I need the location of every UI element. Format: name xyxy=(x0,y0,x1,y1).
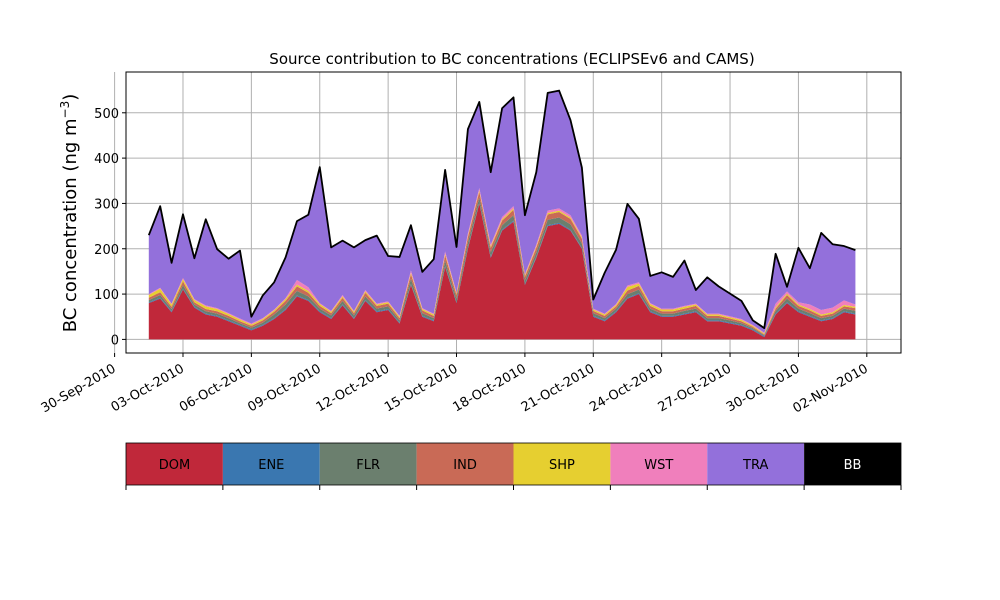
legend-label-shp: SHP xyxy=(549,458,575,473)
y-tick-label: 100 xyxy=(94,288,119,303)
total-concentration-line xyxy=(147,89,856,329)
legend-label-ind: IND xyxy=(453,458,477,473)
x-tick-label: 18-Oct-2010 xyxy=(451,361,529,415)
legend-swatch-ene xyxy=(222,443,320,485)
chart-title: Source contribution to BC concentrations… xyxy=(269,50,754,68)
y-axis-ticks: 0 100 200 300 400 500 xyxy=(94,107,126,348)
x-tick-label: 30-Sep-2010 xyxy=(39,361,119,416)
area-tra xyxy=(148,90,856,333)
y-tick-label: 0 xyxy=(111,333,119,348)
x-tick-label: 30-Oct-2010 xyxy=(724,361,802,415)
legend-swatch-tra xyxy=(707,443,805,485)
x-axis-ticks: 30-Sep-201003-Oct-201006-Oct-201009-Oct-… xyxy=(39,353,871,416)
y-axis-label: BC concentration (ng m−3) xyxy=(58,94,81,333)
y-axis-label-main: BC concentration (ng m xyxy=(60,118,81,332)
legend-swatch-ind xyxy=(416,443,514,485)
x-tick-label: 02-Nov-2010 xyxy=(791,361,871,416)
legend-swatch-dom xyxy=(126,443,223,485)
stacked-areas xyxy=(148,90,856,340)
legend-label-wst: WST xyxy=(644,458,673,473)
x-tick-label: 12-Oct-2010 xyxy=(314,361,392,415)
x-tick-label: 09-Oct-2010 xyxy=(245,361,323,415)
legend-label-bb: BB xyxy=(844,458,862,473)
legend-label-ene: ENE xyxy=(258,458,284,473)
legend-label-tra: TRA xyxy=(742,458,768,473)
area-dom xyxy=(148,203,856,340)
plot-frame xyxy=(125,71,902,354)
y-tick-label: 200 xyxy=(94,243,119,258)
legend: DOM ENE FLR IND SHP WST TRA BB xyxy=(125,442,902,490)
legend-swatch-flr xyxy=(319,443,417,485)
x-tick-label: 03-Oct-2010 xyxy=(109,361,187,415)
legend-swatch-shp xyxy=(513,443,611,485)
legend-label-dom: DOM xyxy=(159,458,190,473)
x-tick-label: 27-Oct-2010 xyxy=(656,361,734,415)
y-tick-label: 500 xyxy=(94,107,119,122)
legend-label-flr: FLR xyxy=(356,458,380,473)
area-wst xyxy=(148,188,856,334)
total-line xyxy=(147,89,856,329)
y-axis-label-close: ) xyxy=(60,94,81,101)
legend-frame xyxy=(125,442,902,486)
x-tick-label: 15-Oct-2010 xyxy=(382,361,460,415)
x-tick-label: 21-Oct-2010 xyxy=(519,361,597,415)
y-axis-label-superscript: −3 xyxy=(58,101,72,119)
legend-swatch-wst xyxy=(610,443,708,485)
y-tick-label: 400 xyxy=(94,152,119,167)
x-tick-label: 24-Oct-2010 xyxy=(587,361,665,415)
y-tick-label: 300 xyxy=(94,197,119,212)
legend-swatch-bb xyxy=(804,443,901,485)
x-tick-label: 06-Oct-2010 xyxy=(177,361,255,415)
